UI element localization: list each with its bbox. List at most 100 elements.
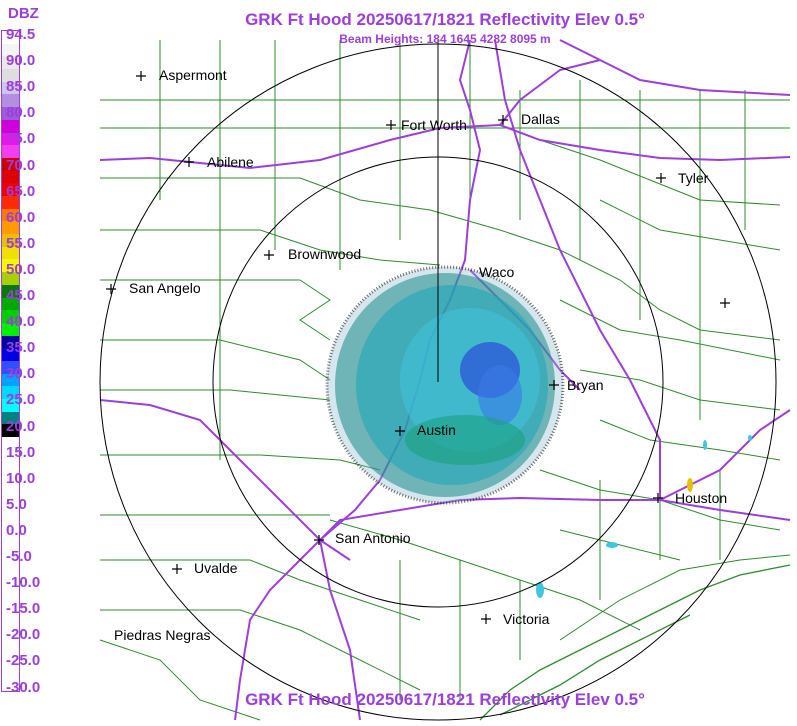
legend-color-cell [2,183,19,197]
legend-color-cell [2,284,19,299]
legend-color-cell [2,475,19,489]
legend-color-cell [2,627,19,641]
legend-color-cell [2,145,19,159]
legend-color-cell [2,589,19,603]
legend-label: 94.5 [6,26,36,43]
legend-color-cell [2,234,19,248]
legend-label: -30.0 [6,678,41,696]
legend-label: -20.0 [6,626,41,644]
legend-color-cell [2,297,19,311]
legend-label: 90.0 [6,52,36,70]
legend-label: -10.0 [6,574,41,592]
legend-color-cell [2,272,19,286]
city-label-san-angelo: San Angelo [129,280,201,296]
map-title: GRK Ft Hood 20250617/1821 Reflectivity E… [245,10,645,29]
legend-label: 60.0 [6,208,36,226]
legend-label: -25.0 [6,652,41,670]
city-label-waco: Waco [479,264,515,280]
city-label-victoria: Victoria [503,611,550,627]
legend-label: 15.0 [6,443,36,461]
legend-color-cell [2,31,19,45]
legend-color-cell [2,119,19,134]
city-label-dallas: Dallas [521,111,560,127]
legend-color-cell [2,69,19,83]
city-label-houston: Houston [675,490,728,506]
legend-color-cell [2,551,19,565]
legend-color-cell [2,335,19,349]
legend-color-cell [2,399,19,413]
city-markers [106,71,730,624]
city-label-tyler: Tyler [678,170,709,186]
legend-label: 30.0 [6,365,36,383]
legend-color-cell [2,437,19,451]
range-rings [99,40,777,721]
legend-color-cell [2,170,19,184]
legend-color-cell [2,361,19,375]
city-label-piedras-negras: Piedras Negras [114,627,211,643]
legend-color-cell [2,652,19,667]
city-label-uvalde: Uvalde [194,560,238,576]
legend-color-cell [2,462,19,476]
legend-color-cell [2,132,19,146]
legend-label: 45.0 [6,287,36,304]
legend-color-cell [2,602,19,616]
legend-color-cell [2,56,19,70]
legend-color-cell [2,411,19,425]
legend-color-cell [2,449,19,464]
legend-label: 85.0 [6,78,36,96]
legend-label: 35.0 [6,339,36,357]
legend-label: 75.0 [6,130,36,148]
legend-label: 50.0 [6,260,36,278]
legend-color-cell [2,43,19,57]
city-label-abilene: Abilene [207,154,254,170]
map-footer-title: GRK Ft Hood 20250617/1821 Reflectivity E… [245,690,645,709]
legend-label: 70.0 [6,156,36,174]
legend-color-cell [2,513,19,527]
legend-label: 20.0 [6,417,36,435]
legend-color-cell [2,678,19,692]
legend-color-cell [2,196,19,210]
legend-color-cell [2,208,19,222]
legend-label: -5.0 [6,548,32,565]
legend-color-cell [2,564,19,578]
city-label-brownwood: Brownwood [288,246,362,262]
county-boundaries [99,40,791,721]
legend-color-bar [1,30,20,692]
city-label-fort-worth: Fort Worth [401,117,467,133]
city-label-austin: Austin [417,422,456,438]
radar-returns [325,265,752,598]
legend-color-cell [2,81,19,95]
legend-label: 80.0 [6,104,36,122]
legend-color-cell [2,500,19,514]
legend-color-cell [2,640,19,654]
legend-color-cell [2,614,19,629]
legend-color-cell [2,576,19,590]
legend-color-cell [2,373,19,387]
legend-color-cell [2,221,19,235]
city-label-aspermont: Aspermont [159,67,227,83]
legend-color-cell [2,487,19,502]
legend-color-cell [2,386,19,400]
legend-color-cell [2,538,19,552]
legend-color-cell [2,348,19,362]
legend-title: DBZ [8,5,39,22]
city-label-san-antonio: San Antonio [335,530,411,546]
legend-color-cell [2,259,19,273]
legend-color-cell [2,246,19,260]
beam-heights-subtitle: Beam Heights: 184 1645 4282 8095 m [339,32,551,46]
legend-label: 10.0 [6,469,36,487]
coastline [479,564,791,721]
legend-color-cell [2,310,19,324]
legend-color-cell [2,322,19,337]
legend-color-cell [2,157,19,172]
legend-color-cell [2,424,19,438]
legend-label: 5.0 [6,495,27,513]
legend-label: 55.0 [6,234,36,252]
legend-label: 0.0 [6,521,27,539]
legend-label: 25.0 [6,391,36,409]
legend-color-cell [2,94,19,108]
legend-color-cell [2,107,19,121]
legend-color-cell [2,665,19,679]
legend-label: 40.0 [6,313,36,331]
